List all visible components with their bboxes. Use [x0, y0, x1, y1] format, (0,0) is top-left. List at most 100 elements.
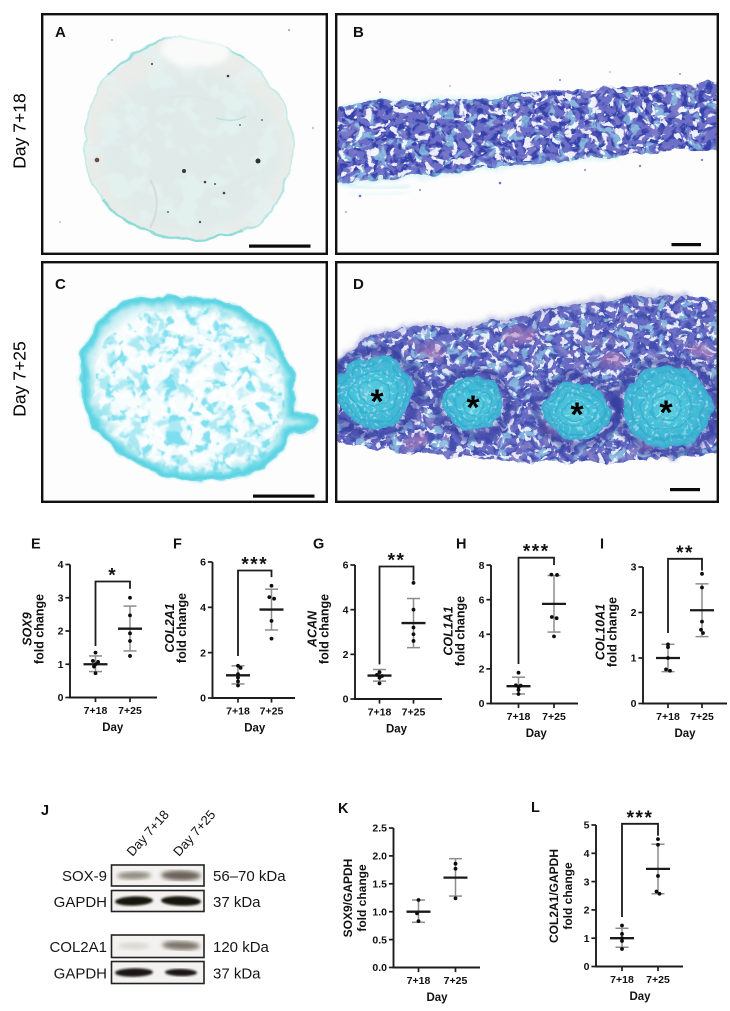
svg-text:6: 6	[343, 560, 349, 572]
svg-text:7+18: 7+18	[610, 974, 634, 986]
svg-text:37 kDa: 37 kDa	[213, 966, 261, 983]
svg-text:fold change: fold change	[175, 593, 189, 663]
svg-text:***: ***	[627, 808, 654, 829]
svg-text:GAPDH: GAPDH	[54, 966, 107, 983]
svg-text:1: 1	[58, 659, 64, 671]
svg-text:Day: Day	[102, 722, 124, 734]
svg-text:***: ***	[523, 542, 550, 563]
svg-text:0: 0	[584, 961, 590, 973]
svg-text:0.5: 0.5	[372, 934, 387, 946]
svg-text:3: 3	[584, 876, 590, 888]
svg-text:0: 0	[58, 692, 64, 704]
svg-text:2: 2	[631, 607, 637, 619]
svg-text:7+25: 7+25	[542, 711, 566, 723]
svg-text:Day 7+18: Day 7+18	[10, 93, 30, 168]
svg-text:4: 4	[58, 559, 64, 571]
svg-text:2: 2	[58, 626, 64, 638]
svg-text:2: 2	[479, 664, 485, 676]
svg-text:0: 0	[479, 698, 485, 710]
svg-text:F: F	[173, 537, 182, 553]
svg-text:I: I	[600, 537, 604, 553]
svg-text:GAPDH: GAPDH	[54, 894, 107, 911]
svg-text:7+25: 7+25	[690, 711, 714, 723]
svg-text:A: A	[55, 24, 66, 41]
svg-text:E: E	[31, 537, 41, 553]
svg-text:0: 0	[200, 693, 206, 705]
svg-text:7+18: 7+18	[507, 711, 531, 723]
svg-text:L: L	[531, 800, 540, 816]
svg-text:0: 0	[343, 694, 349, 706]
svg-text:*: *	[466, 389, 480, 427]
svg-text:7+18: 7+18	[656, 711, 680, 723]
svg-text:5: 5	[584, 820, 590, 832]
svg-text:7+25: 7+25	[646, 974, 670, 986]
svg-text:*: *	[570, 396, 584, 434]
svg-text:7+18: 7+18	[368, 707, 392, 719]
svg-text:2: 2	[343, 649, 349, 661]
svg-text:SOX9: SOX9	[21, 612, 35, 645]
svg-text:3: 3	[58, 592, 64, 604]
svg-text:J: J	[41, 803, 49, 819]
svg-text:C: C	[55, 276, 66, 293]
svg-text:2.0: 2.0	[372, 851, 387, 863]
svg-text:4: 4	[200, 602, 206, 614]
svg-text:Day 7+25: Day 7+25	[10, 341, 30, 416]
svg-text:2.5: 2.5	[372, 823, 387, 835]
svg-text:B: B	[353, 24, 364, 41]
svg-text:COL2A1: COL2A1	[163, 603, 177, 652]
svg-text:56–70 kDa: 56–70 kDa	[213, 868, 286, 885]
svg-text:120 kDa: 120 kDa	[213, 939, 270, 956]
svg-text:D: D	[353, 276, 364, 293]
svg-text:1: 1	[631, 653, 637, 665]
svg-text:7+25: 7+25	[444, 975, 468, 987]
svg-text:fold change: fold change	[454, 596, 468, 666]
svg-text:COL2A1: COL2A1	[49, 939, 107, 956]
svg-text:COL2A1/GAPDH: COL2A1/GAPDH	[547, 849, 561, 943]
svg-text:*: *	[108, 566, 117, 587]
svg-text:6: 6	[479, 594, 485, 606]
svg-text:37 kDa: 37 kDa	[213, 894, 261, 911]
svg-text:Day: Day	[526, 728, 548, 740]
svg-text:ACAN: ACAN	[306, 610, 320, 648]
svg-text:COL10A1: COL10A1	[594, 604, 608, 660]
svg-text:G: G	[313, 537, 324, 553]
svg-text:0.0: 0.0	[372, 962, 387, 974]
svg-text:SOX9/GAPDH: SOX9/GAPDH	[341, 859, 355, 938]
svg-text:2: 2	[200, 647, 206, 659]
svg-text:Day: Day	[244, 723, 266, 735]
svg-text:fold change: fold change	[355, 864, 369, 932]
svg-text:K: K	[338, 801, 349, 817]
svg-text:**: **	[676, 543, 694, 564]
svg-text:SOX-9: SOX-9	[62, 868, 107, 885]
svg-text:Day: Day	[386, 724, 408, 736]
svg-text:fold change: fold change	[606, 597, 620, 667]
svg-text:7+18: 7+18	[226, 706, 250, 718]
svg-text:1.0: 1.0	[372, 906, 387, 918]
svg-text:1.5: 1.5	[372, 879, 387, 891]
svg-text:0: 0	[631, 698, 637, 710]
svg-text:*: *	[659, 394, 673, 432]
svg-text:4: 4	[343, 604, 349, 616]
svg-text:8: 8	[479, 560, 485, 572]
svg-text:7+25: 7+25	[402, 707, 426, 719]
svg-text:7+18: 7+18	[407, 975, 431, 987]
svg-text:fold change: fold change	[318, 594, 332, 664]
svg-text:fold change: fold change	[561, 862, 575, 930]
svg-text:**: **	[388, 551, 406, 572]
svg-text:7+18: 7+18	[84, 705, 108, 717]
svg-text:3: 3	[631, 562, 637, 574]
svg-text:7+25: 7+25	[260, 706, 284, 718]
svg-text:COL1A1: COL1A1	[442, 606, 456, 655]
svg-text:1: 1	[584, 933, 590, 945]
svg-text:7+25: 7+25	[118, 705, 142, 717]
svg-text:fold change: fold change	[33, 594, 47, 664]
svg-text:Day: Day	[674, 728, 696, 740]
svg-text:Day: Day	[426, 992, 448, 1004]
svg-text:4: 4	[479, 629, 485, 641]
svg-text:*: *	[370, 383, 384, 421]
svg-text:6: 6	[200, 557, 206, 569]
svg-text:***: ***	[241, 555, 268, 576]
svg-text:Day: Day	[629, 991, 651, 1003]
svg-text:2: 2	[584, 905, 590, 917]
svg-text:H: H	[456, 537, 466, 553]
